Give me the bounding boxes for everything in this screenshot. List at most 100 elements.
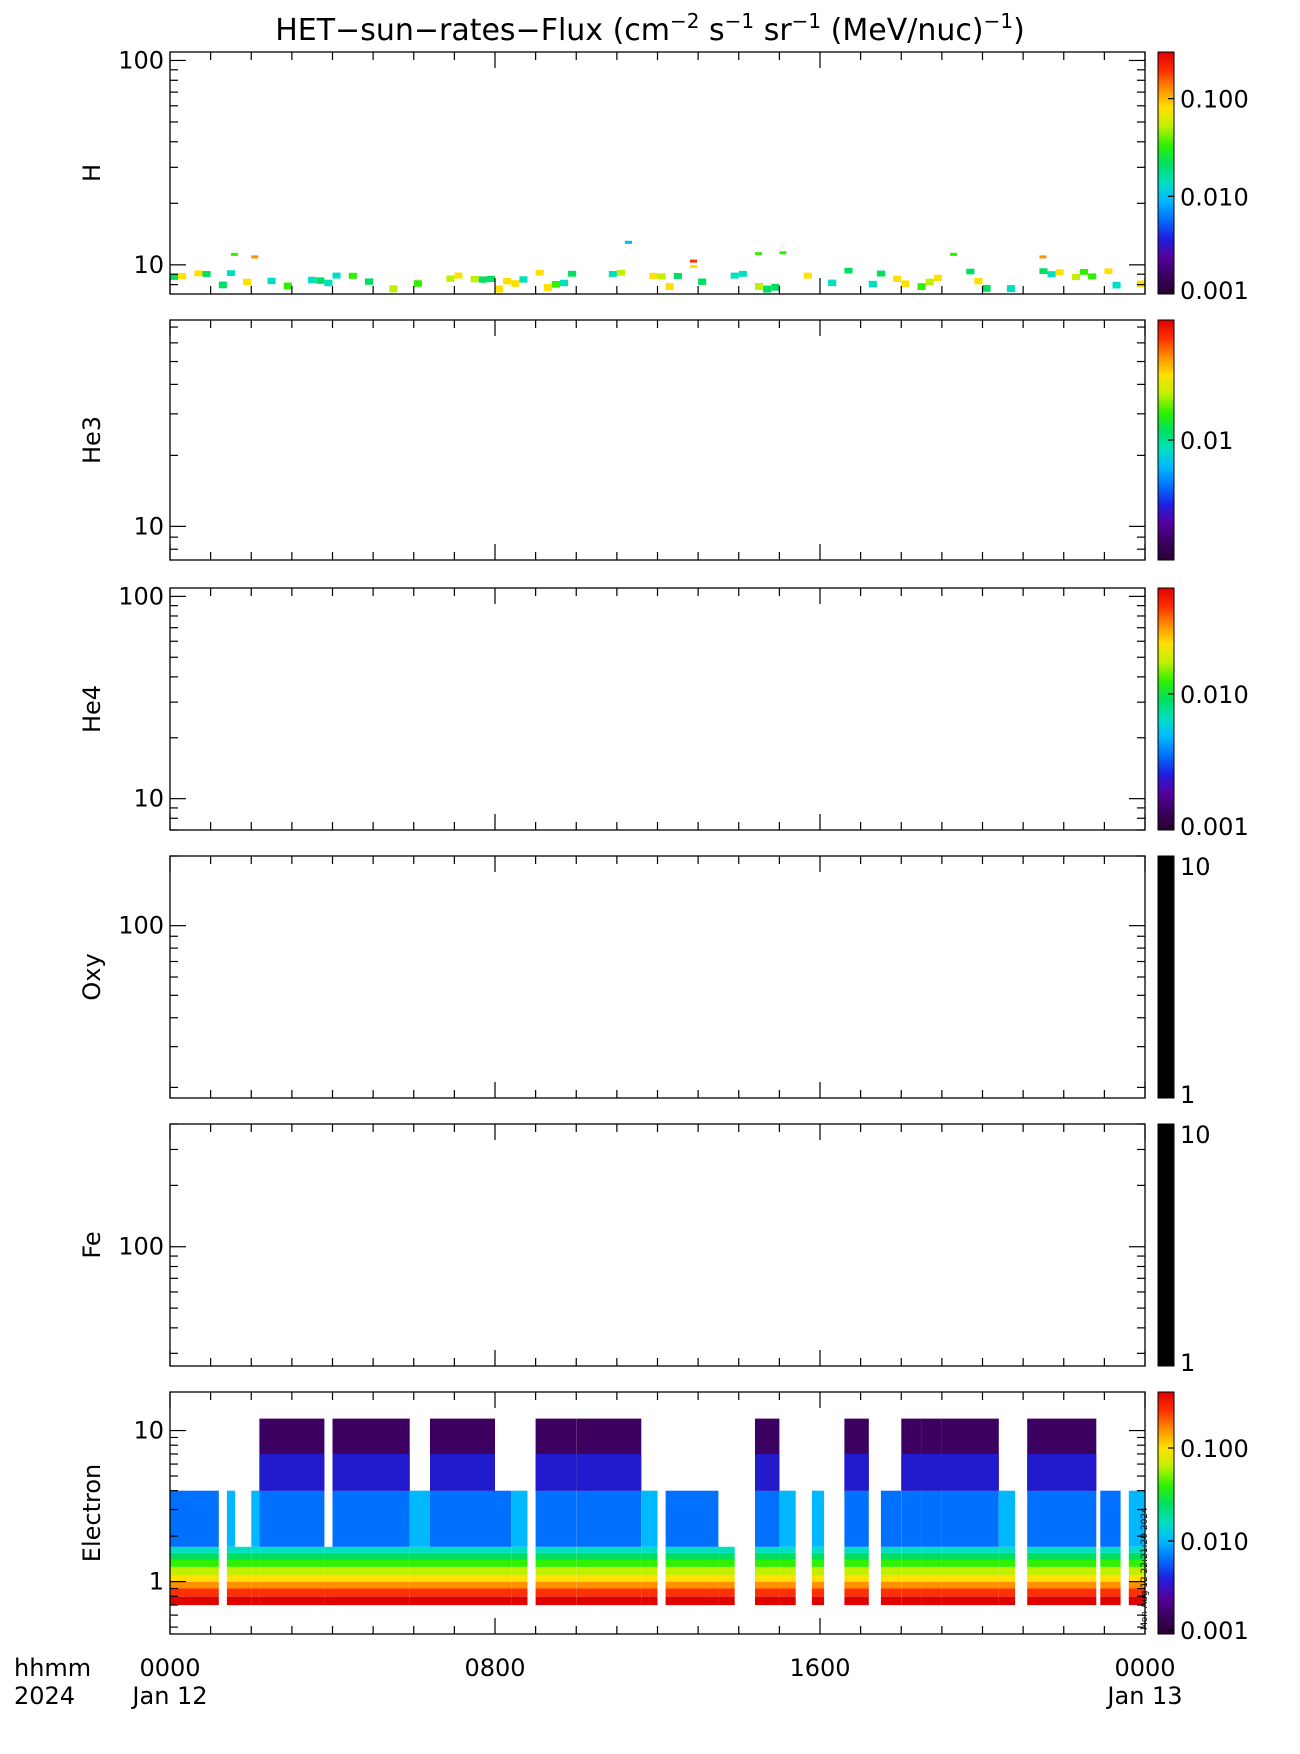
electron-flux-cell [665,1546,719,1553]
electron-flux-cell [324,1567,333,1576]
x-tick-label: 0000 [1114,1654,1175,1682]
electron-flux-cell [921,1552,942,1560]
electron-flux-cell [170,1596,219,1606]
electron-flux-cell [844,1596,869,1606]
electron-flux-cell [259,1546,325,1553]
electron-flux-cell [576,1454,642,1491]
electron-flux-cell [844,1567,869,1576]
electron-flux-cell [495,1552,512,1560]
electron-flux-cell [1047,1596,1097,1606]
h-flux-cell [486,275,495,282]
electron-flux-cell [226,1490,235,1547]
electron-flux-cell [409,1575,430,1582]
electron-flux-cell [430,1567,495,1576]
electron-flux-cell [1140,1559,1145,1567]
electron-flux-cell [844,1575,869,1582]
h-flux-cell [779,251,787,255]
electron-flux-cell [811,1596,825,1606]
electron-flux-cell [901,1546,922,1553]
h-flux-cell [332,272,341,279]
h-flux-cell [665,283,674,290]
electron-flux-cell [235,1581,252,1589]
panel-h: 10 100 H 0.001 0.010 0.100 [78,46,1249,305]
electron-flux-cell [755,1552,780,1560]
h-flux-cell [170,273,179,280]
colorbar-tick-label-oxy: 10 [1180,853,1211,881]
panels-group: 10 100 H 0.001 0.010 0.100 10 He3 0.01 10 100 He4 0.… [78,46,1249,1645]
electron-flux-cell [170,1490,219,1547]
electron-flux-cell [718,1552,735,1560]
electron-flux-cell [921,1575,942,1582]
electron-flux-cell [649,1546,658,1553]
h-flux-cell [893,275,902,282]
electron-flux-cell [1128,1567,1141,1576]
h-flux-cell [1006,285,1015,293]
electron-flux-cell [901,1490,922,1547]
h-flux-cell [324,279,333,287]
electron-flux-cell [495,1575,512,1582]
electron-flux-cell [1047,1588,1097,1597]
electron-flux-cell [921,1596,942,1606]
electron-flux-cell [409,1596,430,1606]
electron-flux-cell [941,1559,999,1567]
h-flux-cell [828,279,837,287]
electron-flux-cell [1140,1546,1145,1553]
electron-flux-cell [409,1559,430,1567]
electron-flux-cell [576,1490,642,1547]
electron-flux-cell [324,1588,333,1597]
electron-flux-cell [1027,1567,1048,1576]
h-flux-cell [560,279,569,287]
electron-flux-cell [1047,1567,1097,1576]
electron-flux-cell [1027,1546,1048,1553]
electron-flux-cell [901,1559,922,1567]
electron-flux-cell [811,1490,825,1547]
h-flux-cell [267,277,276,285]
electron-flux-cell [641,1567,650,1576]
h-flux-cell [730,272,739,279]
h-flux-cell [974,278,983,285]
electron-flux-cell [576,1588,642,1597]
electron-flux-cell [251,1567,260,1576]
electron-flux-cell [844,1559,869,1567]
colorbar-tick-label-h: 0.010 [1180,183,1249,211]
electron-flux-cell [535,1552,577,1560]
electron-flux-cell [665,1575,719,1582]
electron-flux-cell [901,1552,922,1560]
electron-flux-cell [1128,1581,1141,1589]
electron-flux-cell [430,1490,495,1547]
electron-flux-cell [511,1596,528,1606]
electron-flux-cell [235,1588,252,1597]
electron-flux-cell [324,1575,333,1582]
electron-flux-cell [811,1575,825,1582]
electron-flux-cell [641,1490,650,1547]
electron-flux-cell [1140,1588,1145,1597]
panel-fe: 100 Fe 1 10 [78,1121,1211,1377]
h-flux-cell [1047,271,1056,278]
electron-flux-cell [495,1596,512,1606]
h-flux-cell [478,276,487,283]
electron-flux-cell [235,1575,252,1582]
electron-flux-cell [921,1567,942,1576]
h-flux-cell [690,259,697,263]
electron-flux-cell [235,1559,252,1567]
h-flux-cell [1039,255,1047,259]
electron-flux-cell [844,1454,869,1491]
y-axis-label-oxy: Oxy [78,953,106,1000]
electron-flux-cell [649,1596,658,1606]
h-flux-cell [966,268,975,275]
electron-flux-cell [332,1581,410,1589]
h-flux-cell [1071,273,1080,280]
electron-flux-cell [880,1575,902,1582]
electron-flux-cell [649,1567,658,1576]
colorbar-tick-label-electron: 0.100 [1180,1435,1249,1463]
electron-flux-cell [779,1575,796,1582]
electron-flux-cell [170,1581,219,1589]
y-axis-label-he4: He4 [78,685,106,733]
h-flux-cell [876,270,885,277]
electron-flux-cell [259,1596,325,1606]
electron-flux-cell [998,1552,1016,1560]
plot-frame-he4 [169,587,1146,831]
electron-flux-cell [430,1546,495,1553]
electron-flux-cell [998,1546,1016,1553]
